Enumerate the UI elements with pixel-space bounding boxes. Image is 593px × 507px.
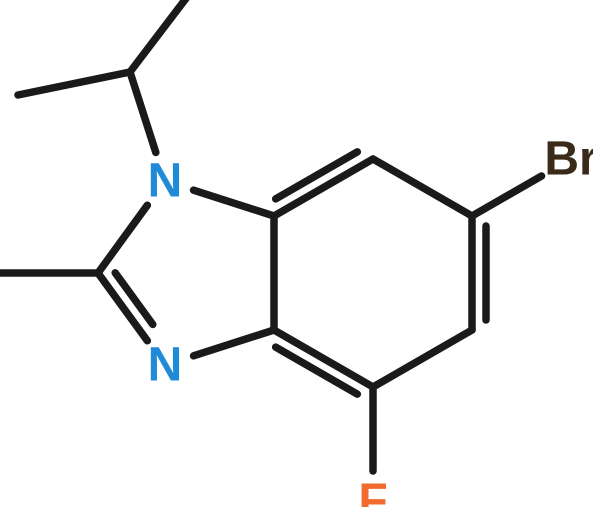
bond [194,190,274,216]
atom-label-n: N [148,155,183,208]
bond [373,330,472,387]
atom-label-br: Br [544,133,593,186]
bond [373,159,472,216]
atom-label-n: N [148,339,183,392]
bond [18,72,130,95]
bond [130,0,200,72]
bond [194,330,274,356]
bond [472,176,542,216]
molecule-diagram: N N F Br [0,0,593,507]
atom-label-f: F [358,475,387,507]
bond [98,205,147,273]
bond [130,72,156,152]
